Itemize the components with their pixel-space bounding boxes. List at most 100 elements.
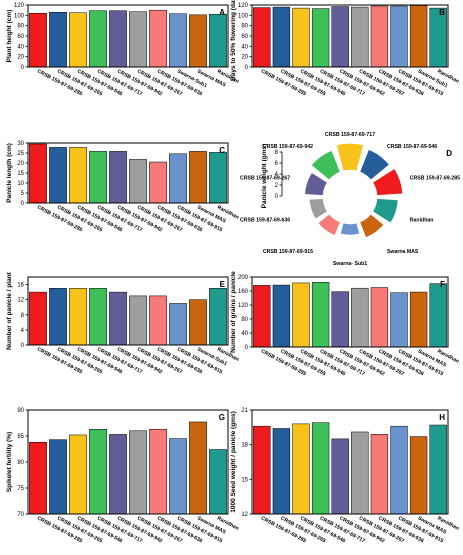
rose-slice-1 xyxy=(359,149,390,181)
bar-E-9 xyxy=(209,288,227,346)
bar-G-1 xyxy=(49,439,67,515)
bar-H-8 xyxy=(409,436,428,515)
bar-E-5 xyxy=(129,295,147,346)
y-axis-label-E: Number of panicle / plant xyxy=(6,271,13,349)
bar-G-3 xyxy=(89,428,107,515)
y-axis-label-C: Panicle length (cm) xyxy=(6,143,13,203)
rose-slice-8 xyxy=(304,172,328,196)
y-axis-label-B: Days to 50% flowering (days) xyxy=(230,0,237,81)
bar-C-3 xyxy=(89,151,107,204)
bar-E-1 xyxy=(49,288,67,346)
rose-tick-label-1: 2 xyxy=(275,183,279,189)
bar-B-4 xyxy=(331,6,349,68)
ytick-label-B-1: 20 xyxy=(241,55,248,61)
y-axis-label-G: Spikelet fertility (%) xyxy=(6,432,13,492)
ytick-label-E-0: 0 xyxy=(21,343,25,349)
bar-G-7 xyxy=(169,438,187,515)
rose-slice-6 xyxy=(317,213,341,236)
rose-label-3: Ranidhan xyxy=(410,217,434,223)
ytick-label-A-4: 80 xyxy=(17,24,24,30)
ytick-label-C-2: 10 xyxy=(17,181,24,187)
ytick-label-F-0: 0 xyxy=(245,345,249,351)
bar-H-9 xyxy=(429,424,447,515)
bar-C-9 xyxy=(209,152,227,204)
bar-F-0 xyxy=(253,285,271,348)
ytick-label-C-3: 15 xyxy=(17,171,24,177)
rose-slice-5 xyxy=(340,222,360,236)
bar-A-5 xyxy=(129,11,147,68)
rose-tick-label-2: 4 xyxy=(275,172,279,178)
ytick-label-B-0: 0 xyxy=(245,65,249,71)
ytick-label-B-6: 120 xyxy=(238,3,249,9)
rose-label-8: CRSB 159-87-69-267 xyxy=(240,176,290,182)
bar-F-6 xyxy=(370,287,389,348)
ytick-label-C-4: 20 xyxy=(17,161,24,167)
bar-C-5 xyxy=(129,159,147,204)
y-axis-label-D: Panicle weight (gms) xyxy=(261,144,268,209)
plot-frame-E xyxy=(27,276,229,346)
bar-A-0 xyxy=(29,13,47,68)
bar-G-8 xyxy=(189,421,207,515)
bar-A-7 xyxy=(169,13,187,68)
bar-A-4 xyxy=(109,10,127,68)
bar-H-4 xyxy=(331,438,349,515)
rose-label-6: CRSB 159-87-69-915 xyxy=(263,249,313,255)
rose-slice-4 xyxy=(359,213,385,238)
panel-label-E: E xyxy=(220,280,226,289)
ytick-label-A-3: 60 xyxy=(17,34,24,40)
bar-A-9 xyxy=(209,14,227,68)
bar-H-0 xyxy=(253,425,271,515)
bar-F-9 xyxy=(429,283,447,348)
bar-H-2 xyxy=(292,423,310,515)
bar-F-8 xyxy=(409,291,428,348)
ytick-label-B-2: 40 xyxy=(241,44,248,50)
y-axis-label-A: Plant height (cm) xyxy=(6,10,13,63)
ytick-label-E-3: 12 xyxy=(17,298,24,304)
bar-F-3 xyxy=(311,282,330,348)
rose-label-0: CRSB 159-87-69-717 xyxy=(325,132,375,138)
bar-A-3 xyxy=(89,10,107,68)
bar-C-2 xyxy=(69,147,87,204)
bar-F-1 xyxy=(272,284,291,348)
bar-G-9 xyxy=(209,449,227,515)
ytick-label-A-1: 20 xyxy=(17,55,24,61)
ytick-label-F-5: 200 xyxy=(238,275,249,281)
bar-F-4 xyxy=(331,291,349,348)
ytick-label-A-5: 100 xyxy=(14,13,25,19)
rose-label-2: CRSB 159-87-69-285 xyxy=(410,176,460,182)
bar-B-7 xyxy=(390,5,408,68)
bar-E-6 xyxy=(149,295,167,346)
bar-G-5 xyxy=(129,430,147,515)
bar-E-8 xyxy=(189,299,207,346)
rose-tick-label-0: 0 xyxy=(275,194,279,200)
ytick-label-C-1: 5 xyxy=(21,191,25,197)
ytick-label-H-1: 15 xyxy=(241,477,248,483)
ytick-label-C-0: 0 xyxy=(21,201,25,207)
ytick-label-B-5: 100 xyxy=(238,13,249,19)
bar-B-1 xyxy=(272,6,291,68)
rose-tick-label-4: 8 xyxy=(275,150,279,156)
bar-C-8 xyxy=(189,151,207,204)
ytick-label-A-0: 0 xyxy=(21,65,25,71)
y-axis-label-H: 1000 Seed weight / panicle (gms) xyxy=(230,411,237,513)
bar-F-5 xyxy=(351,287,369,348)
panel-label-A: A xyxy=(219,8,225,17)
rose-label-9: CRSB 159-87-69-942 xyxy=(263,144,313,150)
bar-G-2 xyxy=(69,434,87,515)
ytick-label-F-2: 80 xyxy=(241,317,248,323)
ytick-label-F-1: 40 xyxy=(241,331,248,337)
ytick-label-G-3: 85 xyxy=(17,434,24,440)
panel-label-G: G xyxy=(219,413,225,422)
panel-label-D: D xyxy=(446,149,452,158)
rose-label-5: Swarna- Sub1 xyxy=(333,261,367,267)
bar-A-8 xyxy=(189,14,207,68)
rose-label-7: CRSB 159-87-69-636 xyxy=(240,217,290,223)
bar-E-4 xyxy=(109,291,127,346)
ytick-label-G-4: 90 xyxy=(17,408,24,414)
